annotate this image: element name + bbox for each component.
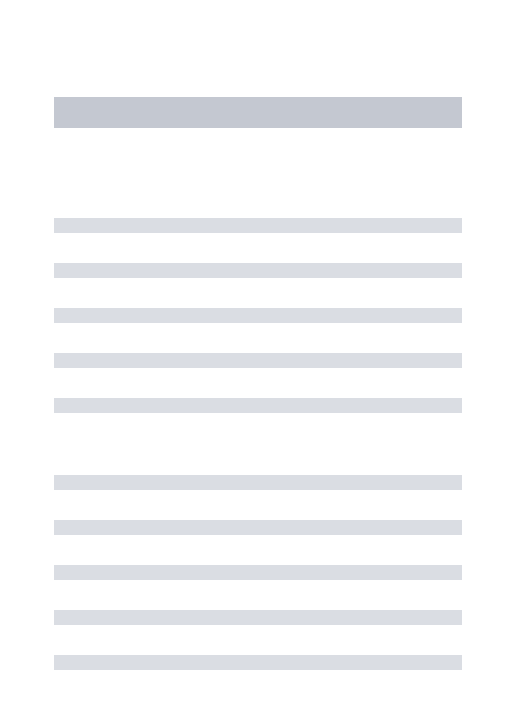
body-line-5-block-2 xyxy=(54,655,462,670)
body-line-4-block-2 xyxy=(54,610,462,625)
skeleton-page xyxy=(0,0,516,713)
body-line-2-block-2 xyxy=(54,520,462,535)
body-line-3-block-1 xyxy=(54,308,462,323)
body-line-4-block-1 xyxy=(54,353,462,368)
body-line-3-block-2 xyxy=(54,565,462,580)
title-placeholder xyxy=(54,97,462,128)
body-line-5-block-1 xyxy=(54,398,462,413)
body-line-1-block-2 xyxy=(54,475,462,490)
body-line-1-block-1 xyxy=(54,218,462,233)
body-line-2-block-1 xyxy=(54,263,462,278)
